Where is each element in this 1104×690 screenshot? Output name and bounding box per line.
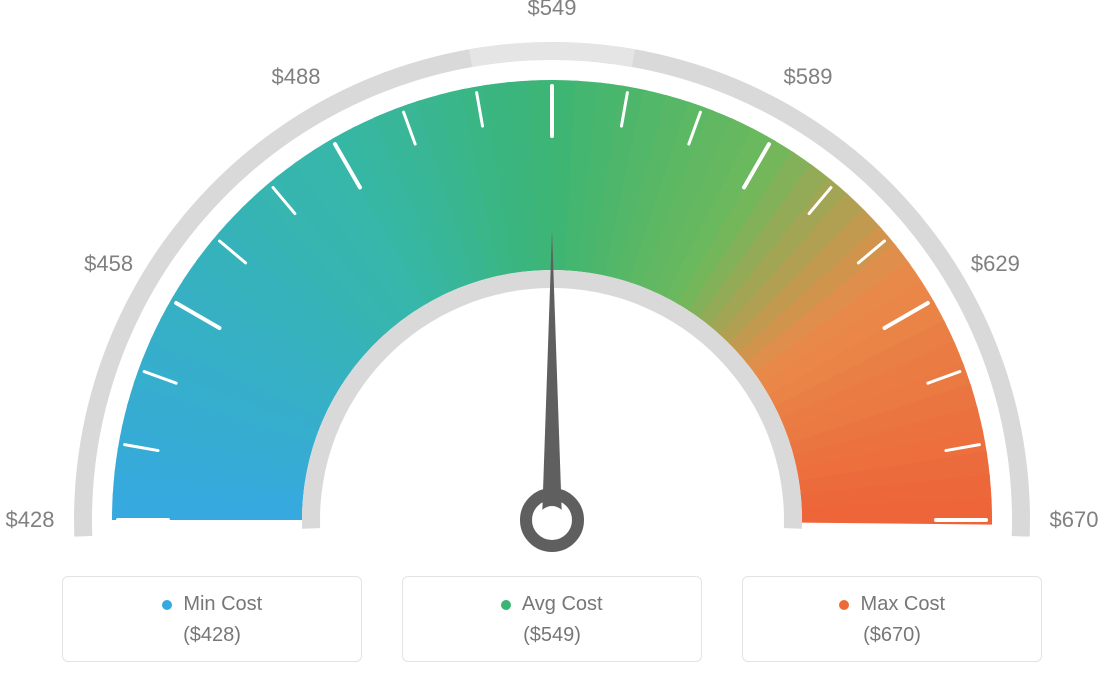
legend-avg-title: Avg Cost: [413, 593, 691, 616]
legend-avg-value: ($549): [413, 624, 691, 647]
gauge-svg: [0, 0, 1104, 560]
dot-icon: [501, 600, 511, 610]
gauge-tick-label: $458: [84, 251, 133, 277]
legend-min-title: Min Cost: [73, 593, 351, 616]
gauge-tick-label: $670: [1050, 507, 1099, 533]
dot-icon: [162, 600, 172, 610]
gauge-tick-label: $589: [784, 64, 833, 90]
legend-row: Min Cost ($428) Avg Cost ($549) Max Cost…: [0, 576, 1104, 662]
gauge-tick-label: $629: [971, 251, 1020, 277]
legend-max-value: ($670): [753, 624, 1031, 647]
legend-card-avg: Avg Cost ($549): [402, 576, 702, 662]
legend-max-title: Max Cost: [753, 593, 1031, 616]
cost-gauge-chart: $428 $458 $488 $549 $589 $629 $670 Min Cost ($…: [0, 0, 1104, 690]
gauge-tick-label: $428: [6, 507, 55, 533]
dot-icon: [839, 600, 849, 610]
legend-avg-label: Avg Cost: [522, 593, 603, 615]
legend-min-label: Min Cost: [183, 593, 262, 615]
legend-card-min: Min Cost ($428): [62, 576, 362, 662]
legend-max-label: Max Cost: [861, 593, 945, 615]
gauge-area: $428 $458 $488 $549 $589 $629 $670: [0, 0, 1104, 560]
gauge-tick-label: $488: [272, 64, 321, 90]
gauge-tick-label: $549: [528, 0, 577, 21]
legend-min-value: ($428): [73, 624, 351, 647]
legend-card-max: Max Cost ($670): [742, 576, 1042, 662]
